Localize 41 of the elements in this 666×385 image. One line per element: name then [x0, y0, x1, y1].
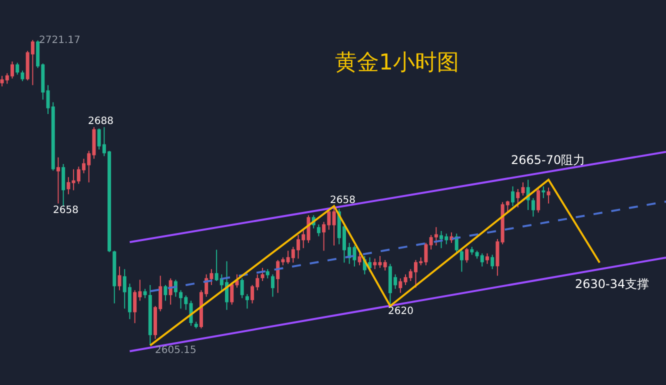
candlestick	[470, 246, 474, 256]
candlestick	[542, 186, 546, 199]
candlestick	[112, 250, 116, 304]
annotation: 2630-34支撑	[575, 277, 650, 291]
candlestick	[240, 278, 244, 299]
candlestick	[16, 62, 20, 76]
candlestick	[496, 238, 500, 276]
candlestick	[485, 252, 489, 264]
candlestick	[118, 266, 122, 291]
candlestick	[383, 259, 387, 271]
candlestick	[332, 206, 336, 246]
candlestick	[511, 186, 515, 207]
annotation: 2605.15	[155, 345, 196, 356]
candlestick	[143, 288, 147, 299]
candlestick	[270, 274, 274, 298]
candlestick	[358, 252, 362, 266]
candlestick	[465, 248, 469, 264]
annotation: 2721.17	[39, 35, 80, 46]
candlestick	[20, 70, 24, 82]
candlestick	[56, 156, 60, 204]
text: 黄金1小时图	[335, 50, 459, 76]
candlestick	[266, 268, 270, 279]
candlestick	[66, 176, 70, 195]
candlestick	[260, 267, 264, 282]
candlestick	[536, 187, 540, 214]
candlestick	[148, 284, 152, 346]
candlestick	[245, 294, 249, 310]
candlestick	[194, 321, 198, 329]
annotation: 2658	[330, 195, 356, 206]
annotation: 2620	[388, 306, 414, 317]
annotation: 2658	[53, 205, 78, 216]
candlestick	[398, 278, 402, 294]
candlestick	[531, 198, 535, 218]
candlestick	[546, 187, 550, 204]
candlestick	[164, 284, 168, 302]
candlestick	[490, 254, 494, 270]
candlestick	[316, 224, 320, 237]
candlestick	[62, 164, 66, 207]
candlestick	[460, 248, 464, 272]
annotation: 2688	[88, 116, 114, 127]
annotation: 2665-70阻力	[511, 153, 586, 167]
